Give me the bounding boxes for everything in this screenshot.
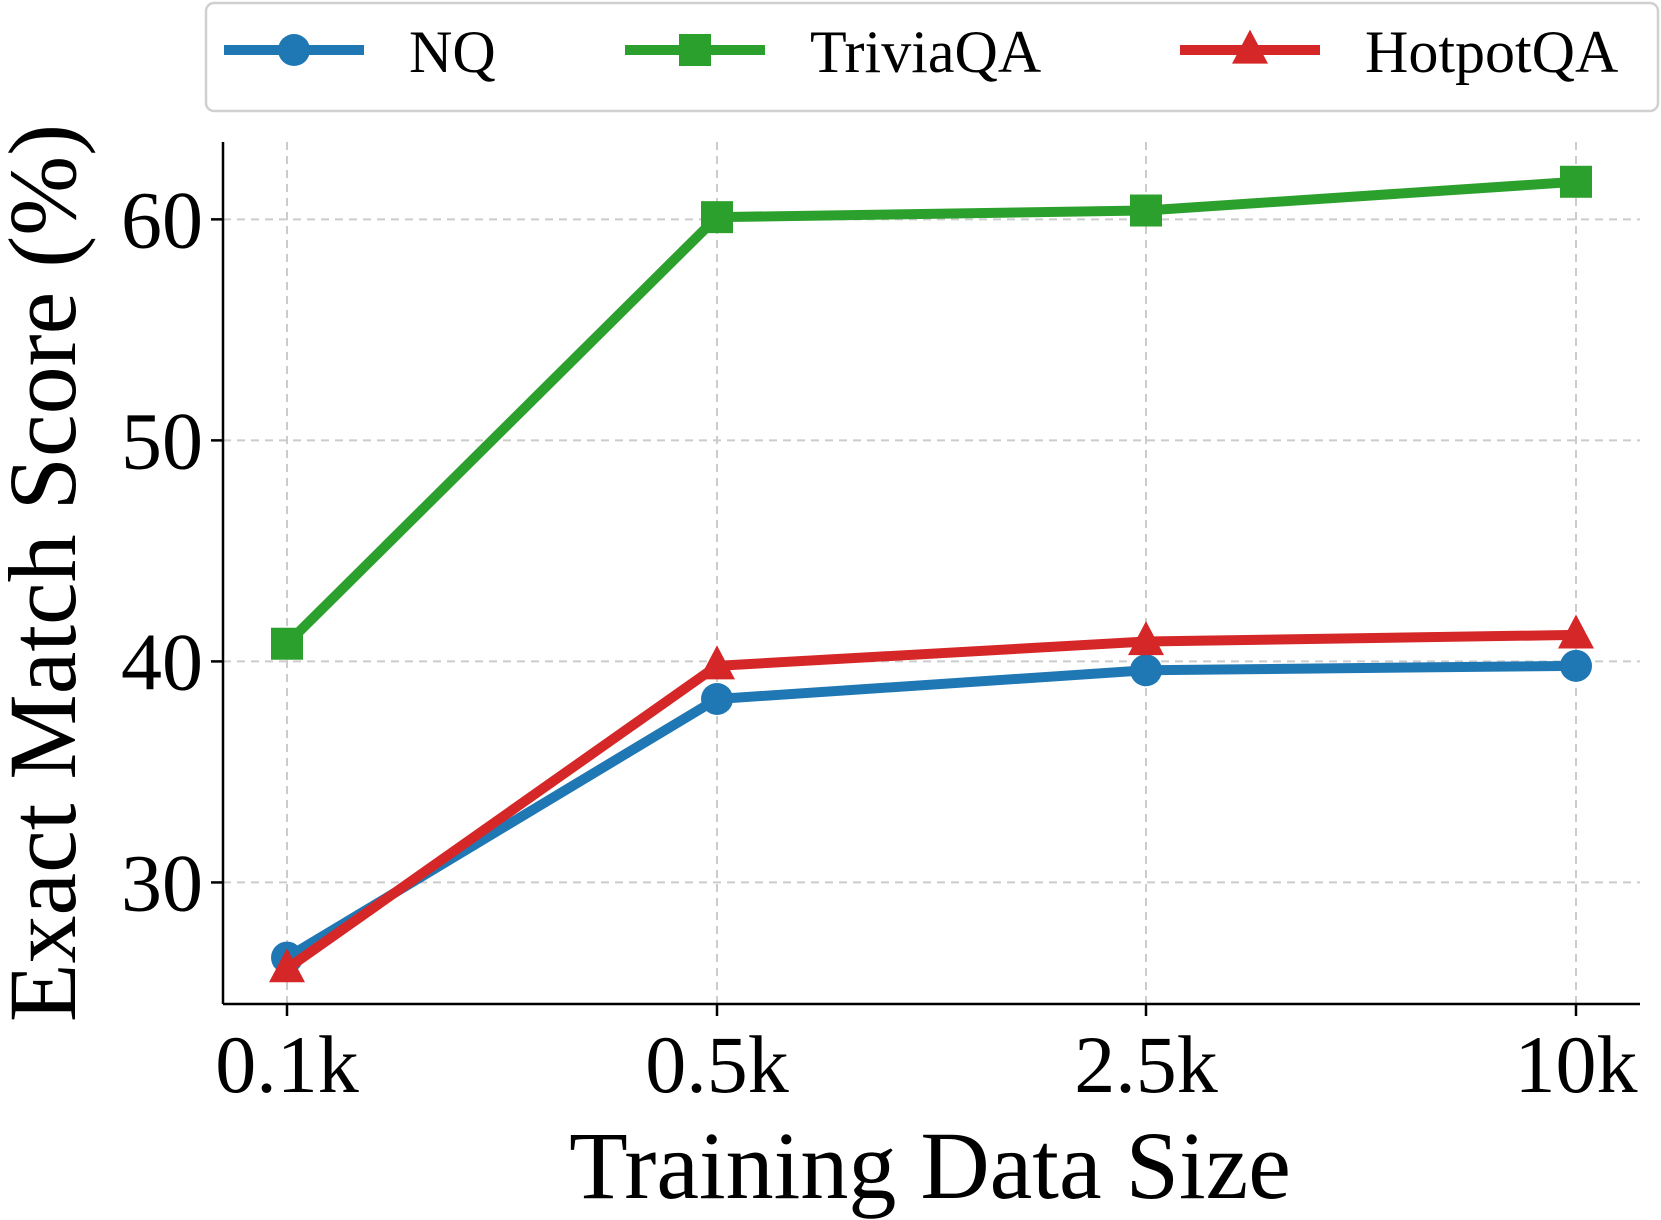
data-point-triviaqa [1560, 165, 1592, 198]
x-tick-label: 2.5k [1074, 1019, 1218, 1110]
tick-labels: 0.1k 0.5k 2.5k 10k 30 40 50 60 [121, 174, 1638, 1110]
data-point-triviaqa [271, 627, 303, 660]
y-tick-label: 30 [121, 837, 203, 928]
series-hotpotqa [269, 614, 1594, 983]
data-point-triviaqa [1130, 194, 1162, 227]
data-point-nq [701, 682, 733, 715]
data-point-hotpotqa [699, 645, 735, 680]
x-tick-label: 0.5k [645, 1019, 789, 1110]
data-point-hotpotqa [1558, 614, 1594, 649]
legend-frame [204, 1, 1660, 113]
legend-item-nq: NQ [224, 19, 496, 85]
axes [221, 142, 1640, 1006]
y-axis-title: Exact Match Score (%) [0, 124, 96, 1022]
legend-marker-hotpotqa [1232, 29, 1268, 64]
x-tick-label: 0.1k [215, 1019, 359, 1110]
series-line-nq [284, 660, 1577, 962]
data-point-hotpotqa [1128, 621, 1164, 656]
series [269, 165, 1594, 983]
legend-item-hotpotqa: HotpotQA [1180, 19, 1618, 85]
data-point-triviaqa [701, 201, 733, 234]
legend-label-hotpotqa: HotpotQA [1365, 19, 1618, 85]
y-tick-label: 40 [121, 616, 203, 707]
legend-marker-nq [278, 34, 310, 66]
legend: NQ TriviaQA HotpotQA [204, 1, 1660, 113]
series-line-triviaqa [283, 176, 1577, 648]
legend-marker-triviaqa [679, 34, 711, 66]
x-axis-title: Training Data Size [569, 1112, 1291, 1219]
legend-label-triviaqa: TriviaQA [810, 19, 1041, 85]
series-triviaqa [271, 165, 1592, 660]
y-tick-label: 50 [121, 395, 203, 486]
legend-item-triviaqa: TriviaQA [625, 19, 1041, 85]
y-tick-label: 60 [121, 174, 203, 265]
data-point-nq [1560, 649, 1592, 682]
grid-lines [223, 142, 1640, 1004]
legend-label-nq: NQ [409, 19, 496, 85]
data-point-hotpotqa [269, 948, 305, 983]
series-line-hotpotqa [284, 629, 1577, 973]
series-nq [271, 649, 1592, 974]
data-point-nq [1130, 654, 1162, 687]
x-tick-label: 10k [1515, 1019, 1638, 1110]
